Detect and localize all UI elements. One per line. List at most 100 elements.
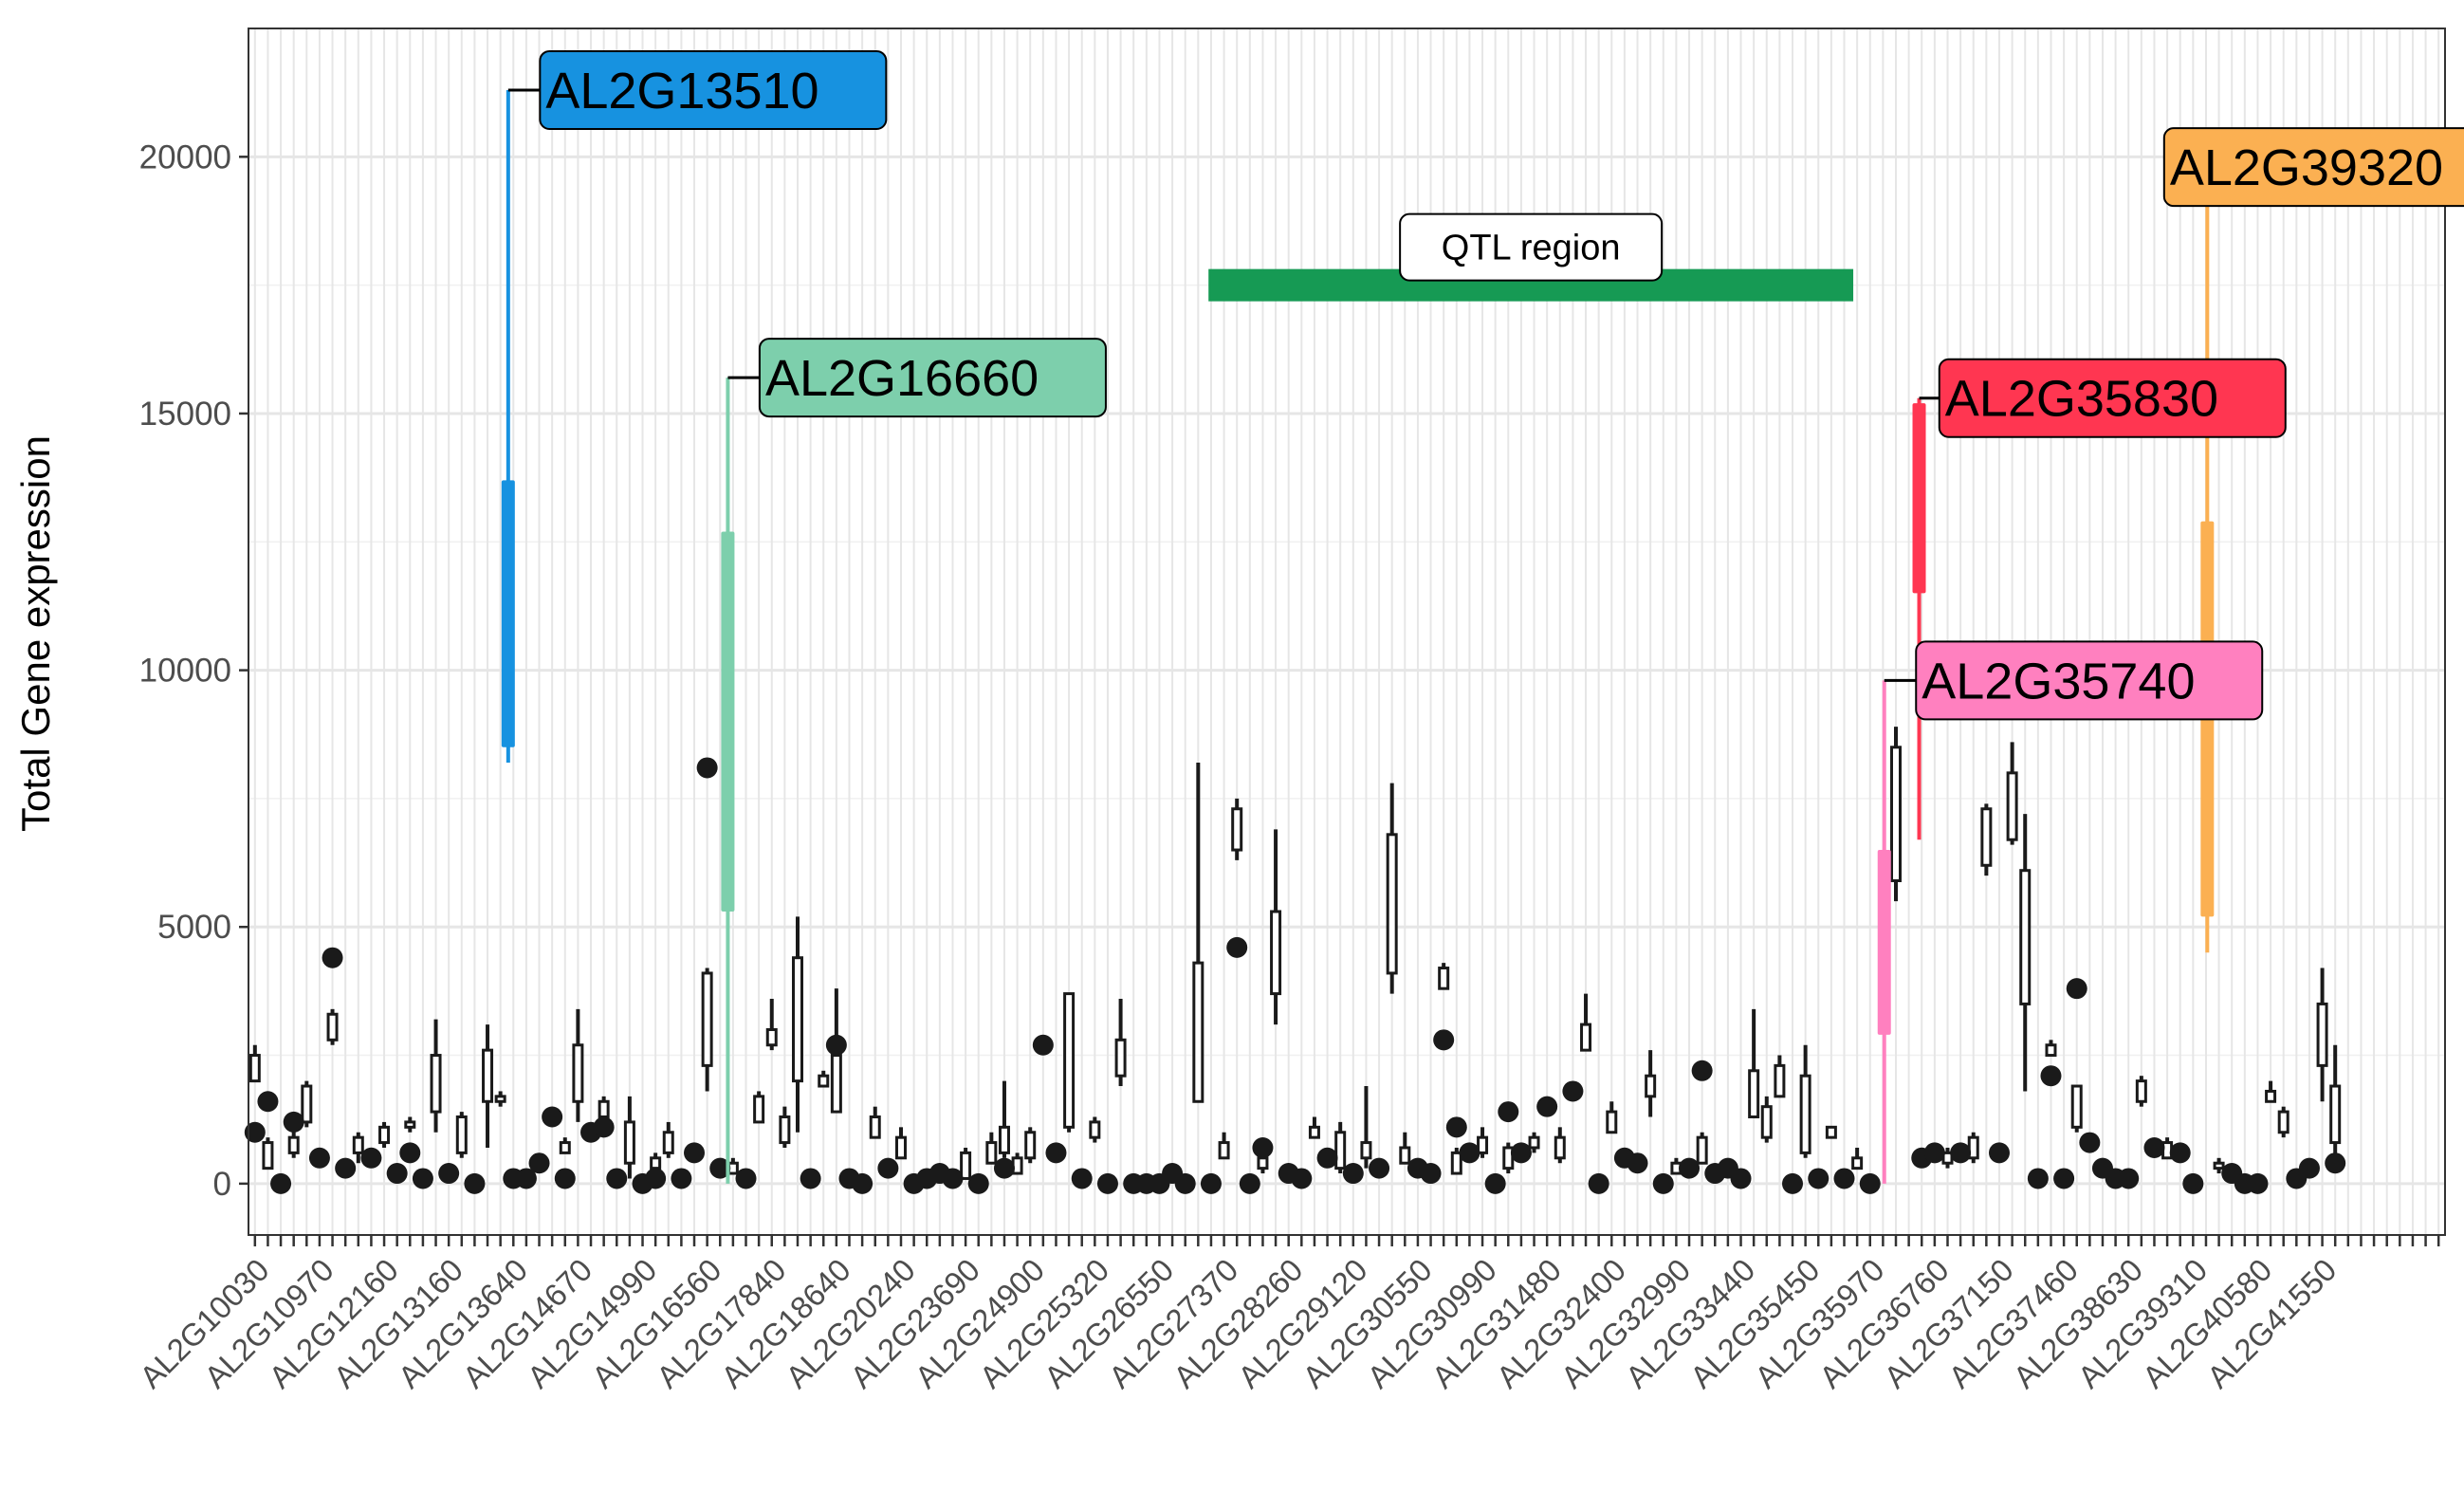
- box-body: [404, 1120, 416, 1129]
- box-body: [326, 1012, 339, 1041]
- outlier-point: [852, 1172, 873, 1194]
- outlier-point: [1174, 1172, 1196, 1194]
- outlier-point: [1369, 1157, 1390, 1179]
- outlier-point: [1510, 1142, 1532, 1164]
- outlier-point: [825, 1034, 847, 1056]
- box-body: [623, 1120, 635, 1165]
- box-body: [2070, 1084, 2083, 1129]
- outlier-point: [322, 947, 343, 968]
- box-body: [1580, 1023, 1592, 1052]
- box-body: [1334, 1131, 1347, 1170]
- y-tick-label: 0: [213, 1166, 231, 1203]
- box-body: [1257, 1156, 1269, 1170]
- box-body: [1645, 1074, 1657, 1098]
- callout-label: AL2G35740: [1922, 653, 2195, 710]
- outlier-point: [1782, 1172, 1804, 1194]
- outlier-point: [967, 1172, 989, 1194]
- outlier-point: [1071, 1168, 1093, 1189]
- outlier-point: [464, 1172, 486, 1194]
- y-tick-label: 15000: [139, 396, 231, 433]
- box-body: [2277, 1110, 2289, 1134]
- qtl-label-box: [1399, 212, 1664, 282]
- callout-box: [1938, 358, 2287, 438]
- outlier-point: [1045, 1142, 1067, 1164]
- box-body: [2265, 1089, 2277, 1103]
- box-body: [1825, 1125, 1837, 1139]
- outlier-point: [1627, 1152, 1648, 1174]
- box-body: [1554, 1135, 1566, 1160]
- outlier-point: [270, 1172, 292, 1194]
- outlier-point: [645, 1168, 667, 1189]
- outlier-point: [671, 1168, 692, 1189]
- outlier-point: [1096, 1172, 1118, 1194]
- box-body: [960, 1151, 972, 1180]
- outlier-point: [1833, 1168, 1855, 1189]
- box-body: [1399, 1146, 1411, 1165]
- outlier-point: [1459, 1142, 1480, 1164]
- y-tick-label: 5000: [157, 909, 231, 946]
- outlier-point: [1484, 1172, 1506, 1194]
- outlier-point: [800, 1168, 821, 1189]
- box-body: [572, 1043, 584, 1103]
- outlier-point: [1200, 1172, 1222, 1194]
- box-body: [301, 1084, 313, 1124]
- outlier-point: [1536, 1096, 1558, 1117]
- outlier-point: [1032, 1034, 1054, 1056]
- outlier-point: [360, 1147, 382, 1169]
- outlier-point: [1291, 1168, 1313, 1189]
- box-body: [765, 1027, 778, 1047]
- outlier-point: [593, 1116, 615, 1138]
- box-body: [2316, 1002, 2328, 1067]
- box-body: [1851, 1156, 1864, 1170]
- outlier-point: [2079, 1132, 2101, 1153]
- outlier-point: [308, 1147, 330, 1169]
- outlier-point: [1652, 1172, 1674, 1194]
- y-tick-label: 20000: [139, 138, 231, 175]
- outlier-point: [1730, 1168, 1752, 1189]
- outlier-point: [2040, 1065, 2062, 1087]
- outlier-point: [1691, 1060, 1713, 1081]
- box-body: [1799, 1074, 1811, 1154]
- callout-label: AL2G35830: [1945, 371, 2218, 428]
- outlier-point: [244, 1121, 266, 1143]
- outlier-point: [1923, 1142, 1945, 1164]
- outlier-point: [542, 1106, 563, 1128]
- outlier-point: [2066, 978, 2087, 1000]
- box-body: [998, 1125, 1010, 1154]
- outlier-point: [1950, 1142, 1972, 1164]
- box-body: [1063, 992, 1076, 1129]
- box-body: [753, 1095, 765, 1124]
- box-body: [1024, 1131, 1037, 1160]
- mark-layer: [244, 89, 2346, 1194]
- box-body: [779, 1115, 791, 1145]
- box-body: [830, 1054, 842, 1114]
- box-body: [818, 1074, 830, 1088]
- outlier-point: [2027, 1168, 2049, 1189]
- outlier-point: [2053, 1168, 2075, 1189]
- box-body: [430, 1054, 442, 1114]
- outlier-point: [2325, 1152, 2346, 1174]
- outlier-point: [528, 1152, 550, 1174]
- box-body: [1089, 1120, 1101, 1139]
- outlier-point: [257, 1091, 279, 1113]
- box-body: [248, 1054, 261, 1083]
- box-body: [985, 1141, 998, 1165]
- outlier-point: [412, 1168, 433, 1189]
- box-body: [792, 956, 803, 1083]
- outlier-point: [1808, 1168, 1830, 1189]
- outlier-point: [438, 1163, 460, 1185]
- outlier-point: [1588, 1172, 1609, 1194]
- box-body: [1438, 967, 1450, 990]
- y-tick-label: 10000: [139, 653, 231, 690]
- outlier-point: [696, 757, 718, 779]
- outlier-point: [399, 1142, 421, 1164]
- y-axis-title: Total Gene expression: [13, 435, 58, 832]
- box-body: [559, 1141, 571, 1154]
- box-body: [1606, 1110, 1618, 1134]
- box-body: [2045, 1043, 2057, 1058]
- box-body: [662, 1131, 674, 1154]
- box-body: [1114, 1038, 1127, 1078]
- outlier-point: [1316, 1147, 1338, 1169]
- box-body: [1270, 910, 1282, 996]
